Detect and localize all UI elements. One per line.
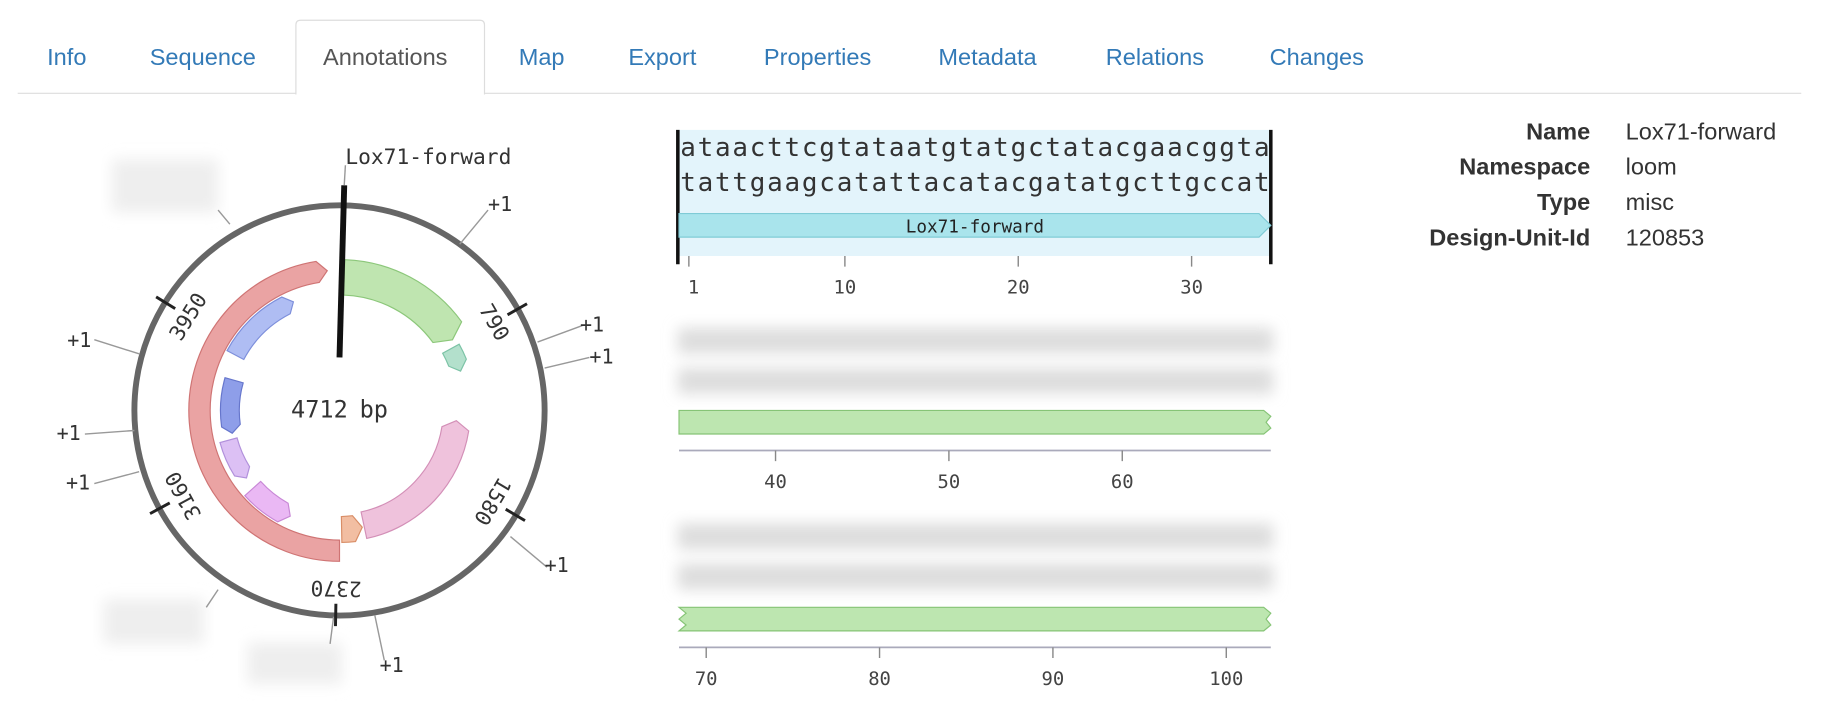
- properties: Name Lox71-forward Namespace loom Type misc De…: [1429, 118, 1776, 250]
- feature-arc: [226, 296, 295, 361]
- map-tick: [155, 295, 176, 310]
- feature-arc: [340, 515, 363, 544]
- size-label: 4712 bp: [291, 396, 388, 424]
- blurred-sequence: [677, 523, 1274, 550]
- ruler-label: 60: [1111, 471, 1134, 493]
- property-key: Namespace: [1459, 154, 1590, 180]
- ruler-label: 70: [695, 668, 718, 690]
- map-tick-label: 1580: [468, 473, 516, 530]
- overflow-label: +1: [580, 312, 604, 336]
- blurred-sequence: [677, 368, 1274, 394]
- size-unit: bp: [360, 396, 388, 424]
- feature-arc: [441, 343, 467, 372]
- blurred-sequence: [677, 563, 1274, 590]
- tab[interactable]: Changes: [1270, 44, 1364, 70]
- sequence-view: ataacttcgtataatgtatgctatacgaacggta tattg…: [676, 129, 1274, 690]
- ruler-label: 100: [1209, 668, 1243, 690]
- feature-arc: [244, 480, 291, 523]
- map-tick-label: 790: [473, 300, 514, 346]
- overflow-labels: +1 +1 +1 +1 +1 +1 +1 +1: [57, 192, 614, 677]
- ruler-label: 90: [1042, 668, 1065, 690]
- overflow-label: +1: [488, 192, 512, 216]
- overflow-label: +1: [589, 344, 613, 368]
- feature-arc: [342, 259, 463, 344]
- feature-bar: [678, 409, 1272, 435]
- bottom-strand: tattgaagcatattacatacgatatgcttgccat: [680, 168, 1269, 198]
- ruler-label: 10: [834, 277, 857, 299]
- tab[interactable]: Sequence: [150, 44, 256, 70]
- property-value: misc: [1626, 189, 1675, 215]
- feature-arc: [219, 376, 244, 434]
- feature-arc: [360, 420, 470, 540]
- tab[interactable]: Properties: [764, 44, 871, 70]
- plasmid-map: Lox71-forward 4712 bp +1 +1 +1 +1 +1 +1 +…: [57, 145, 614, 684]
- tab[interactable]: Map: [519, 44, 565, 70]
- map-tick-label: 3160: [161, 467, 207, 524]
- ruler-label: 50: [938, 471, 961, 493]
- active-tab[interactable]: Annotations: [323, 44, 447, 70]
- feature-bar: [677, 606, 1272, 632]
- overflow-label: +1: [57, 421, 81, 445]
- tab[interactable]: Relations: [1106, 44, 1204, 70]
- ruler-label: 20: [1007, 277, 1030, 299]
- property-key: Type: [1537, 189, 1590, 215]
- feature-label: Lox71-forward: [345, 145, 511, 170]
- overflow-label: +1: [380, 653, 404, 677]
- ruler-label: 80: [868, 668, 891, 690]
- feature-label: Lox71-forward: [906, 217, 1044, 237]
- ruler-label: 30: [1180, 277, 1203, 299]
- map-tick-label: 2370: [310, 575, 362, 601]
- ruler-label: 1: [688, 277, 699, 299]
- backbone: [131, 202, 548, 619]
- feature-arc: [219, 437, 251, 479]
- tab-bar: Info Sequence Annotations Map Export Properti…: [17, 19, 1802, 95]
- map-tick: [506, 302, 528, 317]
- blurred-label: [247, 642, 342, 684]
- blurred-sequence: [677, 327, 1274, 354]
- overflow-label: +1: [66, 470, 90, 494]
- feature-bar: [678, 212, 1272, 238]
- top-strand: ataacttcgtataatgtatgctatacgaacggta: [680, 133, 1269, 163]
- tab[interactable]: Export: [628, 44, 697, 70]
- size-value: 4712: [291, 396, 348, 424]
- property-value: loom: [1626, 154, 1677, 180]
- map-tick: [149, 501, 171, 515]
- blurred-label: [111, 159, 219, 213]
- overflow-label: +1: [545, 553, 569, 577]
- leader-line: [343, 165, 347, 186]
- feature-arc: [188, 260, 341, 562]
- active-tab-box: [295, 19, 486, 95]
- tab[interactable]: Info: [47, 44, 86, 70]
- property-value: Lox71-forward: [1626, 118, 1777, 144]
- property-value: 120853: [1626, 224, 1705, 250]
- leader-lines: [84, 209, 590, 661]
- ruler-label: 40: [764, 471, 787, 493]
- map-tick: [504, 507, 526, 522]
- overflow-label: +1: [67, 328, 91, 352]
- property-key: Design-Unit-Id: [1429, 224, 1590, 250]
- tab[interactable]: Metadata: [938, 44, 1037, 70]
- property-key: Name: [1526, 118, 1590, 144]
- feature-marker: [336, 185, 348, 358]
- blurred-label: [103, 599, 204, 644]
